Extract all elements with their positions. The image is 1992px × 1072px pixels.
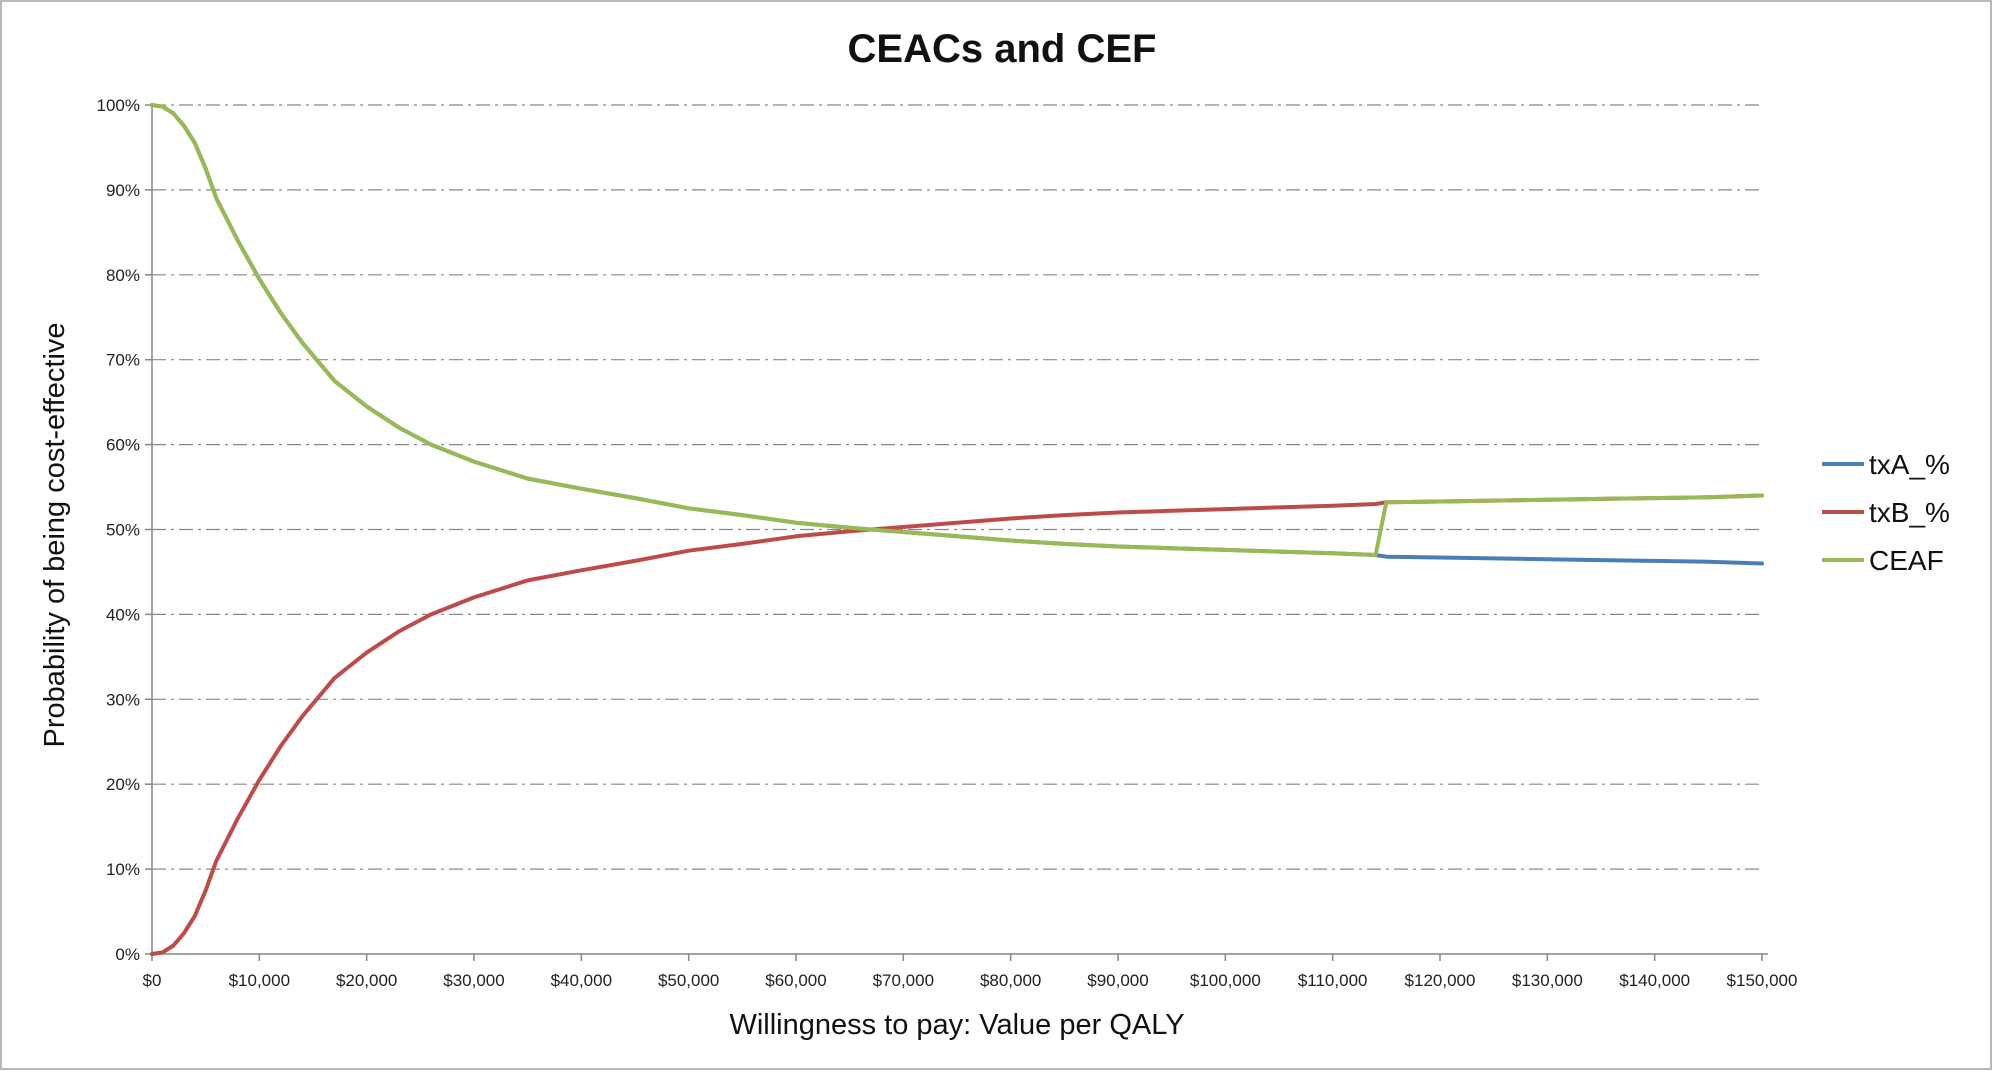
x-tick-label: $20,000 xyxy=(336,971,397,990)
x-tick-label: $130,000 xyxy=(1512,971,1583,990)
y-axis-ticks: 0% 10% 20% 30% 40% 50% 60% 70% 80% 90% 100% xyxy=(97,96,152,964)
series-line-ceaf xyxy=(150,103,1764,557)
axes xyxy=(151,105,1768,955)
x-tick-label: $110,000 xyxy=(1298,971,1368,990)
x-tick-label: $10,000 xyxy=(229,971,290,990)
chart-title: CEACs and CEF xyxy=(848,27,1157,71)
series-line-txb xyxy=(150,493,1764,956)
x-tick-label: $120,000 xyxy=(1405,971,1476,990)
x-tick-label: $50,000 xyxy=(658,971,719,990)
x-axis-ticks: $0 $10,000 $20,000 $30,000 $40,000 $50,000 $60… xyxy=(143,954,1798,990)
y-tick-label: 100% xyxy=(97,96,140,115)
legend-label: txA_% xyxy=(1869,449,1950,480)
y-tick-label: 50% xyxy=(106,521,140,540)
series-line-txa xyxy=(150,103,1764,566)
y-tick-label: 20% xyxy=(106,775,140,794)
x-tick-label: $100,000 xyxy=(1190,971,1261,990)
y-axis-title: Probability of being cost-effective xyxy=(39,322,71,747)
x-tick-label: $60,000 xyxy=(765,971,826,990)
x-tick-label: $0 xyxy=(143,971,162,990)
y-tick-label: 30% xyxy=(106,690,140,709)
y-tick-label: 90% xyxy=(106,181,140,200)
series-lines xyxy=(150,103,1764,956)
gridlines xyxy=(152,104,1762,870)
x-tick-label: $80,000 xyxy=(980,971,1041,990)
y-tick-label: 40% xyxy=(106,605,140,624)
x-tick-label: $40,000 xyxy=(551,971,612,990)
y-tick-label: 0% xyxy=(115,945,140,964)
x-tick-label: $30,000 xyxy=(443,971,504,990)
legend-label: CEAF xyxy=(1869,545,1944,576)
x-tick-label: $140,000 xyxy=(1619,971,1690,990)
y-tick-label: 80% xyxy=(106,266,140,285)
x-tick-label: $150,000 xyxy=(1727,971,1798,990)
x-tick-label: $90,000 xyxy=(1087,971,1148,990)
x-axis-title: Willingness to pay: Value per QALY xyxy=(729,1009,1184,1041)
y-tick-label: 70% xyxy=(106,351,140,370)
y-tick-label: 60% xyxy=(106,436,140,455)
legend: txA_% txB_% CEAF xyxy=(1822,449,1950,576)
legend-label: txB_% xyxy=(1869,497,1950,528)
x-tick-label: $70,000 xyxy=(873,971,934,990)
y-tick-label: 10% xyxy=(106,860,140,879)
